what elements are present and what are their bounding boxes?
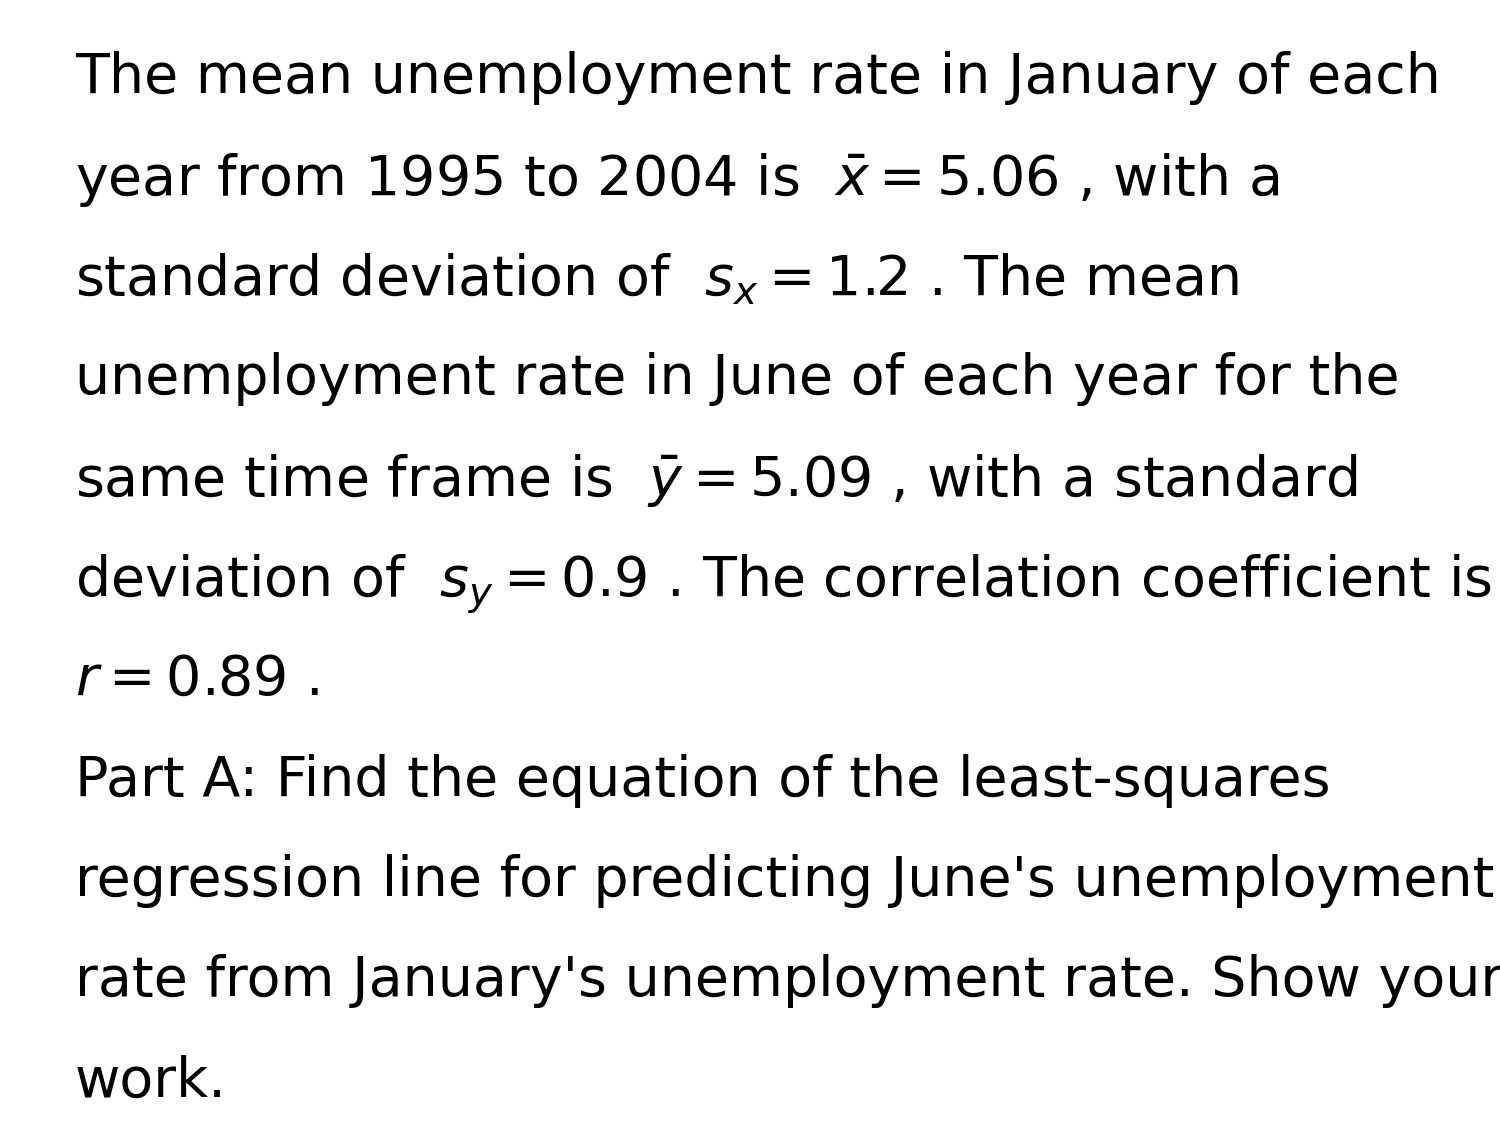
- Text: The mean unemployment rate in January of each: The mean unemployment rate in January of…: [75, 51, 1441, 105]
- Text: deviation of  $s_y = 0.9$ . The correlation coefficient is: deviation of $s_y = 0.9$ . The correlati…: [75, 553, 1492, 616]
- Text: $r = 0.89$ .: $r = 0.89$ .: [75, 653, 320, 707]
- Text: unemployment rate in June of each year for the: unemployment rate in June of each year f…: [75, 352, 1400, 406]
- Text: standard deviation of  $s_x = 1.2$ . The mean: standard deviation of $s_x = 1.2$ . The …: [75, 252, 1239, 307]
- Text: same time frame is  $\bar{y} = 5.09$ , with a standard: same time frame is $\bar{y} = 5.09$ , wi…: [75, 452, 1358, 510]
- Text: rate from January's unemployment rate. Show your: rate from January's unemployment rate. S…: [75, 954, 1500, 1008]
- Text: regression line for predicting June's unemployment: regression line for predicting June's un…: [75, 854, 1494, 908]
- Text: Part A: Find the equation of the least-squares: Part A: Find the equation of the least-s…: [75, 754, 1330, 808]
- Text: work.: work.: [75, 1055, 226, 1109]
- Text: year from 1995 to 2004 is  $\bar{x} = 5.06$ , with a: year from 1995 to 2004 is $\bar{x} = 5.0…: [75, 151, 1280, 209]
